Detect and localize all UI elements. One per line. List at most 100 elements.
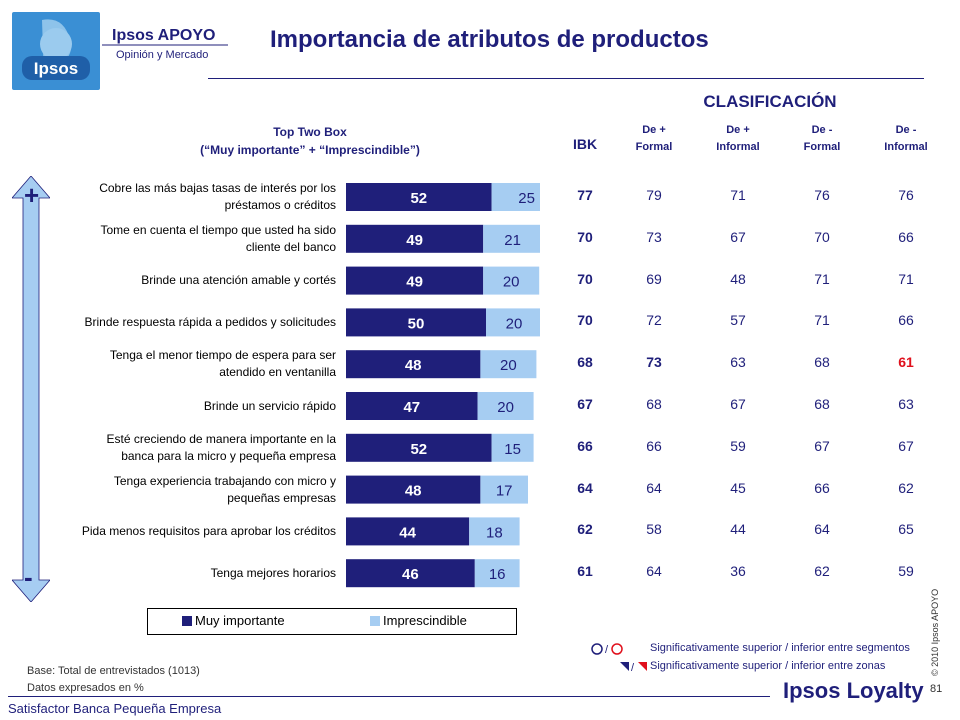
- attribute-label-line1: Tenga mejores horarios: [210, 565, 336, 580]
- segment-header-line2: Formal: [803, 141, 841, 153]
- segment-value: 64: [646, 563, 662, 580]
- segment-value: 76: [814, 187, 830, 203]
- page-number: 81: [930, 683, 943, 695]
- attribute-label-line1: Brinde respuesta rápida a pedidos y soli…: [84, 314, 336, 329]
- attribute-label-line1: Esté creciendo de manera importante en l…: [106, 431, 336, 446]
- bar-muy-importante: [346, 392, 478, 420]
- segment-value: 67: [730, 228, 746, 245]
- bar-imprescindible: [469, 517, 520, 546]
- bar-value-label: 47: [403, 399, 420, 416]
- segment-value: 61: [898, 354, 914, 371]
- segment-header-3: De - Informal: [864, 122, 948, 156]
- segment-value: 45: [730, 479, 746, 496]
- note-zones: Significativamente superior / inferior e…: [650, 660, 886, 672]
- segment-value: 36: [730, 563, 746, 580]
- bar-value-label: 15: [504, 441, 521, 458]
- footer-title: Satisfactor Banca Pequeña Empresa: [8, 701, 222, 716]
- segment-value: 68: [814, 354, 830, 371]
- datos-note: Datos expresados en %: [27, 682, 144, 694]
- segment-header-line1: De +: [642, 124, 666, 136]
- attribute-label-line1: Brinde una atención amable y cortés: [141, 273, 336, 288]
- bar-value-label: 20: [500, 357, 517, 374]
- bar-value-label: 52: [410, 190, 427, 207]
- top-two-box-subtitle: (“Muy importante” + “Imprescindible”): [200, 143, 420, 157]
- bar-muy-importante: [346, 183, 492, 211]
- segment-value: 70: [814, 228, 830, 245]
- svg-text:Ipsos: Ipsos: [34, 59, 78, 78]
- ipsos-apoyo-logo: Ipsos Ipsos APOYO Opinión y Mercado: [12, 12, 242, 90]
- ibk-value: 67: [577, 396, 593, 412]
- segment-header-line2: Informal: [716, 141, 760, 153]
- segment-value: 66: [646, 437, 662, 454]
- segment-value: 63: [898, 396, 914, 412]
- attribute-label-line1: Cobre las más bajas tasas de interés por…: [99, 181, 336, 195]
- svg-text:/: /: [605, 644, 609, 656]
- attribute-label: Tome en cuenta el tiempo que usted ha si…: [36, 222, 337, 256]
- clasificacion-header: CLASIFICACIÓN: [703, 92, 837, 111]
- stacked-bar-chart: 52 25 49 21 49 20 50 20 48 20 47 20 52 15 48 17 44 18 46 16: [346, 183, 540, 588]
- bar-imprescindible: [483, 266, 540, 295]
- bar-value-label: 46: [402, 566, 419, 583]
- segment-value: 73: [646, 354, 662, 371]
- circle-up-icon: [591, 643, 603, 655]
- segment-value: 66: [814, 479, 830, 496]
- attribute-label: Pida menos requisitos para aprobar los c…: [36, 523, 336, 540]
- svg-text:/: /: [631, 662, 635, 674]
- segment-header-line2: Informal: [884, 141, 928, 153]
- attribute-label-line1: Brinde un servicio rápido: [203, 398, 336, 413]
- ibk-value: 70: [577, 270, 593, 287]
- attribute-label-line1: Tome en cuenta el tiempo que usted ha si…: [100, 222, 337, 237]
- segment-value: 76: [898, 187, 914, 203]
- segment-value: 62: [898, 479, 914, 496]
- bar-imprescindible: [480, 475, 528, 504]
- segment-value: 66: [898, 228, 914, 245]
- attribute-label: Tenga mejores horarios: [36, 565, 336, 582]
- bar-muy-importante: [346, 224, 484, 253]
- ibk-value: 70: [577, 312, 593, 329]
- attribute-label-line1: Tenga el menor tiempo de espera para ser: [109, 348, 336, 363]
- segment-value: 71: [730, 187, 746, 203]
- attribute-label-line1: Tenga experiencia trabajando con micro y: [113, 473, 336, 488]
- ibk-column-header: IBK: [572, 136, 598, 152]
- segment-value: 71: [814, 270, 830, 287]
- bar-imprescindible: [477, 392, 534, 420]
- segment-header-0: De + Formal: [612, 122, 696, 156]
- title-divider: [208, 78, 924, 79]
- segment-value: 68: [646, 396, 662, 412]
- attribute-label: Brinde un servicio rápido: [36, 398, 336, 415]
- circle-down-icon: [611, 643, 623, 655]
- bar-value-label: 52: [410, 441, 427, 458]
- segment-header-1: De + Informal: [696, 122, 780, 156]
- triangle-down-icon: [638, 662, 647, 671]
- attribute-label-line2: banca para la micro y pequeña empresa: [121, 448, 336, 463]
- ibk-value: 70: [577, 228, 593, 245]
- bar-value-label: 16: [489, 566, 506, 583]
- segment-value: 48: [730, 270, 746, 287]
- segment-value: 67: [898, 437, 914, 454]
- ipsos-loyalty-logo: Ipsos Loyalty: [783, 678, 924, 703]
- segment-header-line1: De +: [726, 124, 750, 136]
- priority-arrow: + -: [11, 175, 51, 603]
- segment-value: 44: [730, 521, 746, 538]
- segment-value: 57: [730, 312, 746, 329]
- segment-value: 65: [898, 521, 914, 538]
- segment-value: 63: [730, 354, 746, 371]
- page-title: Importancia de atributos de productos: [270, 26, 709, 53]
- bar-value-label: 25: [518, 190, 535, 207]
- bar-value-label: 20: [503, 274, 520, 291]
- attribute-label-line1: Pida menos requisitos para aprobar los c…: [81, 523, 336, 538]
- bar-value-label: 48: [405, 357, 422, 374]
- segment-value: 64: [814, 521, 830, 538]
- svg-text:Ipsos APOYO: Ipsos APOYO: [112, 27, 215, 44]
- segment-value: 59: [898, 563, 914, 580]
- segment-value: 69: [646, 270, 662, 287]
- bar-imprescindible: [480, 350, 537, 379]
- triangle-up-icon: [620, 662, 629, 671]
- bar-muy-importante: [346, 433, 492, 462]
- segment-value: 67: [814, 437, 830, 454]
- bar-imprescindible: [486, 308, 540, 337]
- footer-divider: [8, 696, 770, 697]
- segment-header-line2: Formal: [635, 141, 673, 153]
- segment-value: 79: [646, 187, 662, 203]
- attribute-label: Tenga experiencia trabajando con micro y…: [36, 473, 336, 507]
